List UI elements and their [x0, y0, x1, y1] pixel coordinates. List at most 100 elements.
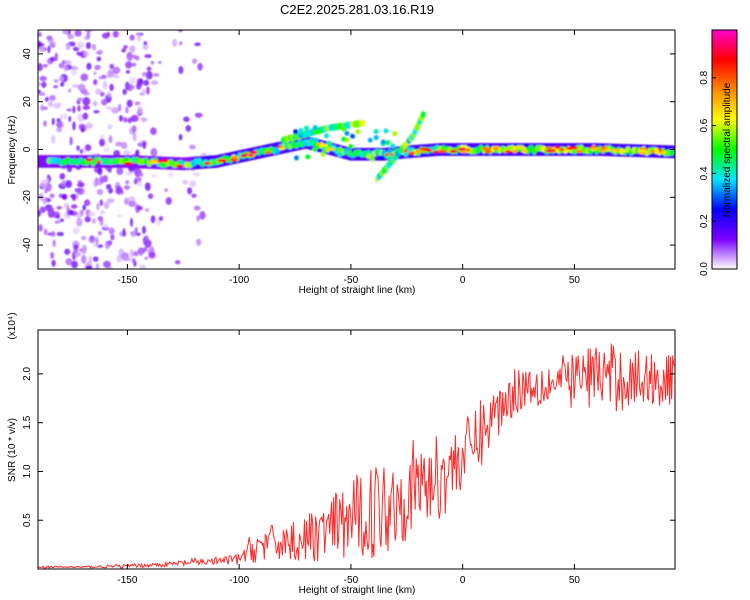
heatmap-noise-cell	[178, 65, 184, 75]
heatmap-noise-cell	[77, 41, 85, 49]
heatmap-noise-cell	[150, 60, 155, 65]
heatmap-blob	[303, 125, 309, 131]
heatmap-hotspot	[550, 148, 557, 153]
heatmap-blob	[341, 126, 347, 132]
heatmap-noise-cell	[152, 73, 160, 77]
heatmap-noise-cell	[182, 179, 188, 185]
heatmap-blob	[373, 129, 379, 135]
heatmap-noise-cell	[121, 141, 128, 150]
heatmap-noise-cell	[72, 84, 80, 88]
heatmap-noise-cell	[194, 112, 203, 118]
heatmap-noise-cell	[71, 66, 79, 71]
heatmap-hotspot	[658, 148, 663, 152]
figure-title: C2E2.2025.281.03.16.R19	[280, 2, 434, 17]
heatmap-noise-cell	[96, 56, 102, 62]
heatmap-noise-cell	[178, 133, 183, 141]
heatmap-noise-cell	[105, 106, 113, 110]
heatmap-noise-cell	[38, 43, 45, 47]
heatmap-noise-cell	[59, 113, 64, 120]
heatmap-noise-cell	[67, 88, 72, 93]
snr-ytick-label: 2.0	[22, 367, 33, 381]
heatmap-noise-cell	[134, 101, 141, 106]
heatmap-noise-cell	[77, 105, 81, 112]
heatmap-noise-cell	[132, 132, 137, 142]
heatmap-noise-cell	[54, 52, 58, 62]
heatmap-noise-cell	[38, 45, 45, 53]
heatmap-noise-cell	[93, 110, 100, 114]
heatmap-blob	[313, 137, 319, 143]
heatmap-noise-cell	[144, 256, 149, 260]
heatmap-blob	[378, 155, 384, 161]
heatmap-noise-cell	[144, 235, 149, 242]
heatmap-noise-cell	[94, 64, 101, 71]
heatmap-noise-cell	[125, 180, 130, 185]
heatmap-noise-cell	[174, 260, 181, 265]
heatmap-noise-cell	[77, 83, 86, 92]
heatmap-blob	[293, 129, 299, 135]
heatmap-noise-cell	[142, 88, 147, 96]
heatmap-blob	[385, 140, 391, 146]
heatmap-hotspot	[600, 146, 605, 150]
heatmap-noise-cell	[123, 45, 128, 50]
heatmap-hotspot	[606, 148, 611, 152]
heatmap-blobs	[38, 30, 675, 269]
heatmap-noise-cell	[65, 258, 73, 266]
heatmap-xtick-label: 50	[569, 275, 581, 286]
heatmap-hotspot	[457, 147, 467, 151]
heatmap-noise-cell	[52, 239, 56, 247]
heatmap-noise-cell	[130, 114, 139, 122]
colorbar-tick-label: 0.4	[699, 166, 710, 180]
heatmap-noise-cell	[82, 96, 91, 106]
colorbar-tick-label: 0.0	[699, 262, 710, 276]
snr-ytick-label: 1.5	[22, 415, 33, 429]
heatmap-xtick-label: -100	[229, 275, 249, 286]
heatmap-noise-cell	[139, 116, 147, 122]
heatmap-noise-cell	[59, 172, 66, 180]
heatmap-noise-cell	[167, 171, 174, 178]
heatmap-noise-cell	[72, 227, 80, 235]
heatmap-noise-cell	[65, 180, 73, 189]
heatmap-noise-cell	[116, 185, 123, 194]
heatmap-noise-cell	[78, 123, 86, 129]
heatmap-noise-cell	[59, 81, 65, 87]
heatmap-noise-cell	[38, 224, 43, 232]
heatmap-blob	[392, 131, 398, 137]
heatmap-blob	[296, 141, 302, 147]
heatmap-noise-cell	[192, 172, 201, 177]
heatmap-noise-cell	[86, 62, 92, 71]
heatmap-noise-cell	[131, 85, 135, 89]
heatmap-noise-cell	[96, 188, 104, 196]
heatmap-noise-cell	[51, 117, 55, 126]
heatmap-noise-cell	[95, 236, 99, 246]
heatmap-noise-cell	[111, 107, 119, 114]
heatmap-noise-cell	[191, 193, 197, 198]
colorbar-tick-label: 0.6	[699, 118, 710, 132]
snr-frame	[37, 329, 676, 570]
heatmap-noise-cell	[106, 91, 112, 98]
heatmap-noise-cell	[132, 125, 137, 133]
heatmap-noise-cell	[76, 187, 85, 195]
snr-xtick-label: 0	[460, 575, 466, 586]
heatmap-noise-cell	[67, 33, 74, 39]
heatmap-noise-cell	[108, 227, 115, 235]
heatmap-noise-cell	[103, 260, 111, 268]
heatmap-hotspot	[176, 164, 184, 168]
heatmap-noise-cell	[191, 58, 198, 64]
heatmap-hotspot	[123, 162, 134, 166]
heatmap-noise-cell	[99, 175, 105, 184]
heatmap-noise-cell	[41, 196, 48, 205]
heatmap-noise-cell	[123, 116, 128, 123]
heatmap-noise-cell	[83, 50, 90, 57]
heatmap-noise-cell	[146, 66, 152, 71]
heatmap-hotspot	[590, 147, 599, 151]
heatmap-noise-cell	[56, 231, 64, 237]
heatmap-noise-cell	[40, 179, 47, 188]
heatmap-noise-cell	[85, 265, 93, 269]
heatmap-noise-cell	[85, 42, 91, 50]
heatmap-noise-cell	[62, 59, 66, 64]
heatmap-noise-cell	[106, 184, 112, 190]
heatmap-noise-cell	[109, 83, 114, 92]
heatmap-blob	[351, 151, 357, 157]
colorbar-tick-label: 0.8	[699, 70, 710, 84]
heatmap-noise-cell	[164, 188, 168, 192]
